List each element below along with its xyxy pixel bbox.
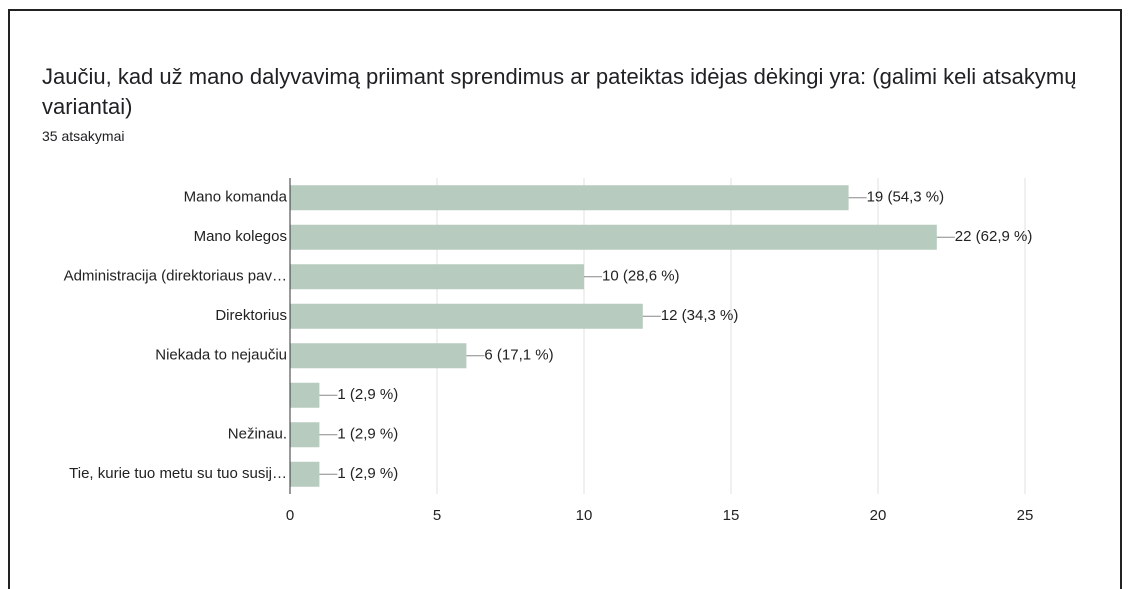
x-tick-label: 0 — [286, 507, 294, 524]
x-tick-label: 15 — [723, 507, 740, 524]
bar — [290, 185, 849, 211]
value-label: 22 (62,9 %) — [955, 228, 1033, 245]
value-label: 1 (2,9 %) — [337, 465, 398, 482]
value-label: 10 (28,6 %) — [602, 268, 680, 285]
chart-title: Jaučiu, kad už mano dalyvavimą priimant … — [42, 64, 1077, 119]
value-label: 19 (54,3 %) — [867, 189, 945, 206]
value-label: 12 (34,3 %) — [661, 307, 739, 324]
bar — [290, 224, 937, 250]
value-label: 6 (17,1 %) — [484, 347, 553, 364]
chart-subtitle: 35 atsakymai — [42, 128, 125, 144]
y-tick-label: Niekada to nejaučiu — [155, 347, 287, 364]
value-label: 1 (2,9 %) — [337, 426, 398, 443]
y-tick-label: Mano komanda — [184, 189, 288, 206]
value-label: 1 (2,9 %) — [337, 386, 398, 403]
bar — [290, 264, 584, 290]
x-tick-label: 10 — [576, 507, 593, 524]
y-tick-label: Direktorius — [215, 307, 287, 324]
bar — [290, 382, 320, 408]
x-tick-label: 20 — [870, 507, 887, 524]
y-tick-label: Tie, kurie tuo metu su tuo susij… — [69, 465, 287, 482]
y-tick-label: Mano kolegos — [194, 228, 287, 245]
y-tick-label: Nežinau. — [228, 426, 287, 443]
y-tick-label: Administracija (direktoriaus pav… — [64, 268, 287, 285]
bar — [290, 422, 320, 448]
x-tick-label: 25 — [1017, 507, 1034, 524]
bar — [290, 303, 643, 329]
frame — [8, 9, 1122, 589]
x-tick-label: 5 — [433, 507, 441, 524]
bar — [290, 461, 320, 487]
bar — [290, 343, 467, 369]
